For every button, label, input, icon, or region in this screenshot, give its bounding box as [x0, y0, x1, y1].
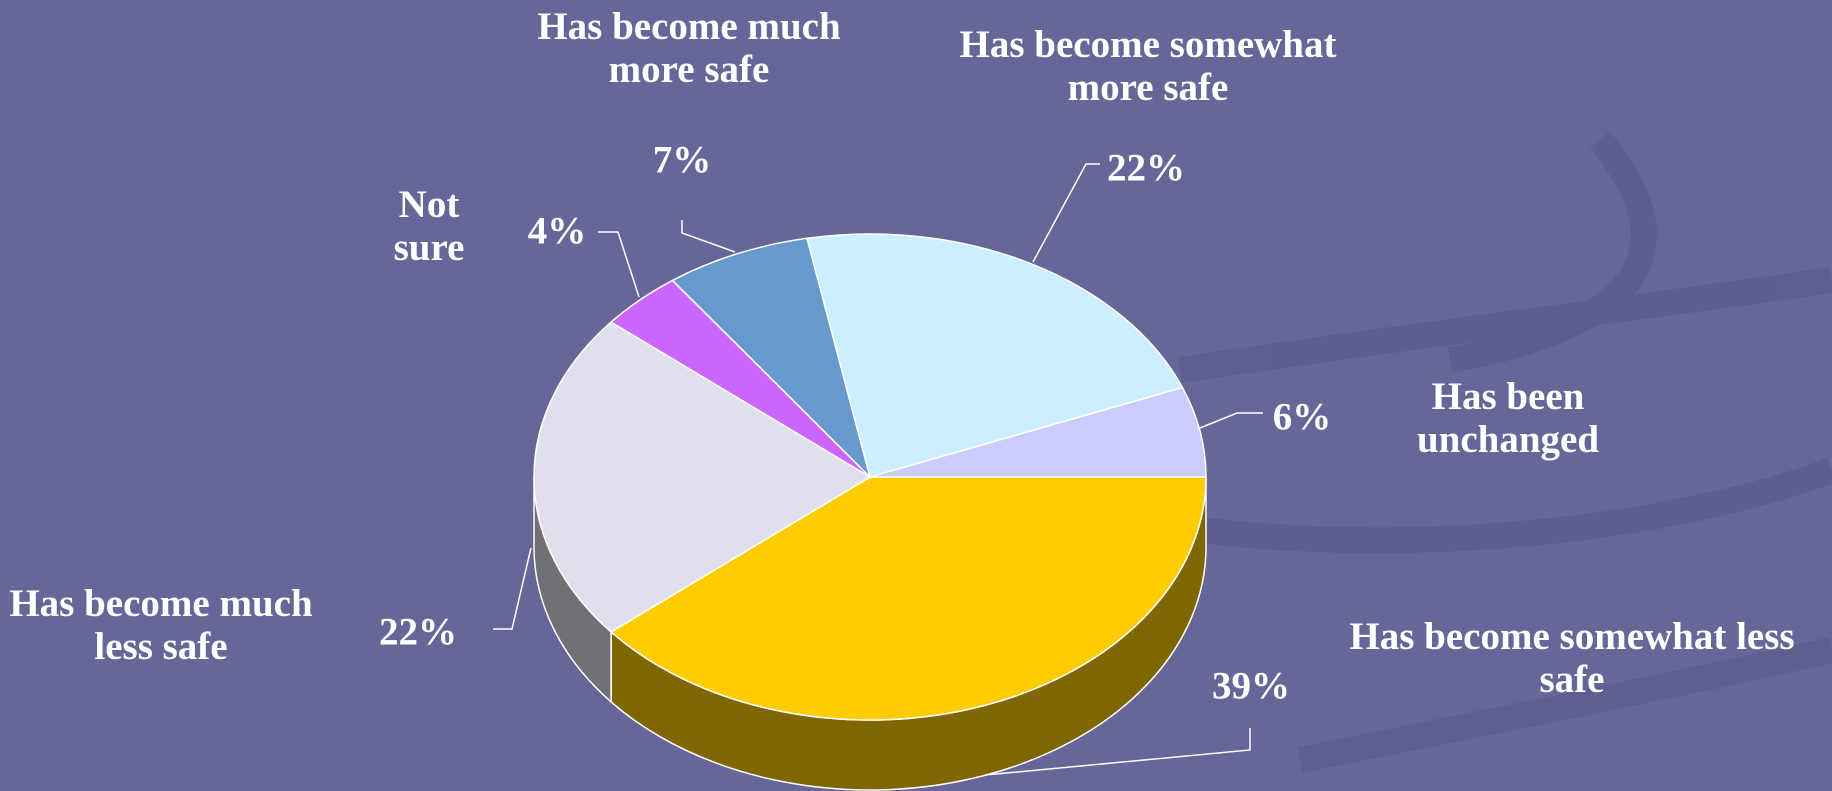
category-label: Not sure — [393, 183, 465, 269]
leader-line — [1199, 412, 1263, 429]
category-label: Has been unchanged — [1416, 375, 1600, 461]
background-swirl — [1178, 131, 1832, 773]
pie — [533, 233, 1207, 791]
value-label: 22% — [1107, 146, 1185, 190]
leader-line — [1032, 163, 1100, 263]
pie-slice — [869, 386, 1207, 478]
category-label: Has become somewhat less safe — [1349, 615, 1795, 701]
category-label: Has become much more safe — [537, 5, 841, 91]
leader-line — [681, 220, 736, 253]
pie-slice — [609, 476, 1207, 721]
pie-slice — [671, 237, 872, 480]
value-label: 4% — [527, 209, 587, 253]
pie-slice — [806, 233, 1184, 478]
category-label: Has become much less safe — [9, 582, 313, 668]
leader-lines — [493, 163, 1263, 776]
leader-line — [598, 231, 640, 298]
leader-line — [984, 728, 1251, 776]
leader-line — [493, 547, 532, 630]
pie-slice — [533, 321, 872, 633]
value-label: 7% — [652, 138, 712, 182]
value-label: 6% — [1272, 395, 1332, 439]
value-label: 39% — [1212, 664, 1290, 708]
value-label: 22% — [379, 610, 457, 654]
category-label: Has become somewhat more safe — [959, 23, 1337, 109]
